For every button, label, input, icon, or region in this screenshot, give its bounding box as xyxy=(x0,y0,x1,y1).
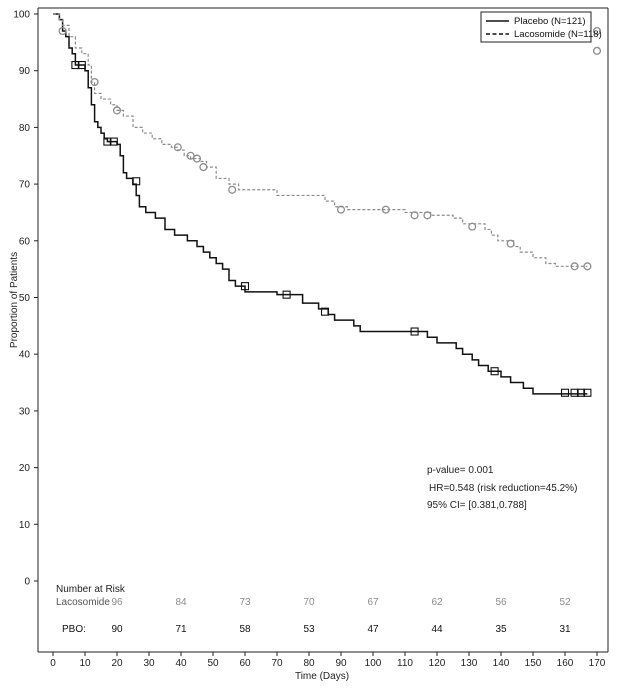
y-tick-label: 90 xyxy=(19,66,31,77)
x-tick-label: 170 xyxy=(589,658,606,669)
y-tick-label: 70 xyxy=(19,180,31,191)
censor-mark-lacosomide xyxy=(336,205,346,214)
risk-value-lacosomide: 84 xyxy=(175,597,187,608)
x-tick-label: 120 xyxy=(429,658,446,669)
censor-mark-placebo xyxy=(410,327,419,336)
risk-value-lacosomide: 67 xyxy=(367,597,379,608)
censor-mark-placebo xyxy=(109,137,118,146)
censor-mark-lacosomide xyxy=(199,163,208,172)
annotation-hr: HR=0.548 (risk reduction=45.2%) xyxy=(429,483,577,494)
legend-label-lacosomide: Lacosomide (N=118) xyxy=(514,29,602,40)
annotation-pvalue: p-value= 0.001 xyxy=(427,465,494,476)
censor-mark-lacosomide xyxy=(423,211,432,220)
censor-mark-placebo xyxy=(583,388,592,397)
censor-mark-lacosomide xyxy=(58,26,67,36)
number-at-risk-title: Number at Risk xyxy=(56,584,126,595)
risk-value-lacosomide: 56 xyxy=(495,597,507,608)
y-tick-label: 50 xyxy=(19,293,31,304)
x-tick-label: 40 xyxy=(175,658,187,669)
risk-value-pbo: 53 xyxy=(303,624,315,635)
risk-row-label-lacosomide: Lacosomide xyxy=(56,597,110,608)
legend-label-placebo: Placebo (N=121) xyxy=(514,16,586,27)
censor-mark-placebo xyxy=(132,177,141,186)
x-tick-label: 30 xyxy=(143,658,155,669)
censor-mark-lacosomide xyxy=(192,154,202,163)
legend: Placebo (N=121) Lacosomide (N=118) xyxy=(480,11,602,43)
x-tick-label: 70 xyxy=(271,658,283,669)
y-tick-label: 80 xyxy=(19,123,31,134)
risk-value-pbo: 71 xyxy=(175,624,187,635)
number-at-risk-values: 96 84 73 70 67 62 56 52 90 71 58 53 47 44 35 31 xyxy=(111,597,571,635)
risk-value-lacosomide: 70 xyxy=(303,597,315,608)
censor-mark-placebo xyxy=(320,307,330,316)
censor-mark-lacosomide xyxy=(228,185,237,194)
censor-mark-placebo xyxy=(282,290,291,299)
risk-value-lacosomide: 96 xyxy=(111,597,123,608)
x-tick-label: 160 xyxy=(557,658,574,669)
risk-value-pbo: 35 xyxy=(495,624,507,635)
x-tick-label: 50 xyxy=(207,658,219,669)
risk-value-pbo: 44 xyxy=(431,624,443,635)
risk-value-pbo: 47 xyxy=(367,624,379,635)
risk-value-pbo: 31 xyxy=(559,624,571,635)
censor-mark-lacosomide xyxy=(90,77,99,87)
y-tick-label: 30 xyxy=(19,406,31,417)
censor-mark-placebo xyxy=(77,60,86,70)
censor-mark-placebo xyxy=(490,367,499,376)
x-tick-label: 100 xyxy=(365,658,382,669)
censor-mark-lacosomide xyxy=(468,222,477,231)
x-tick-label: 20 xyxy=(111,658,123,669)
censor-marks xyxy=(58,26,602,397)
x-tick-label: 0 xyxy=(50,658,56,669)
risk-value-pbo: 58 xyxy=(239,624,251,635)
x-tick-label: 60 xyxy=(239,658,251,669)
censor-mark-lacosomide xyxy=(112,106,122,115)
x-tick-label: 90 xyxy=(335,658,347,669)
censor-mark-placebo xyxy=(576,388,586,397)
y-tick-label: 20 xyxy=(19,463,31,474)
censor-mark-placebo xyxy=(71,60,80,70)
x-axis-ticks: 0 10 20 30 40 50 60 70 80 90 100 110 120 130 140 150 160… xyxy=(50,652,606,669)
risk-value-lacosomide: 73 xyxy=(239,597,251,608)
x-tick-label: 10 xyxy=(79,658,91,669)
censor-mark-lacosomide xyxy=(592,46,602,55)
y-tick-label: 10 xyxy=(19,520,31,531)
y-tick-label: 0 xyxy=(24,577,30,588)
risk-row-label-pbo: PBO: xyxy=(62,624,86,635)
censor-mark-lacosomide xyxy=(410,211,419,220)
censor-mark-placebo xyxy=(240,282,250,291)
censor-mark-placebo xyxy=(570,388,579,397)
censor-mark-lacosomide xyxy=(583,262,592,271)
y-tick-label: 60 xyxy=(19,236,31,247)
censor-mark-lacosomide xyxy=(186,151,195,160)
x-tick-label: 80 xyxy=(303,658,315,669)
annotation-ci: 95% CI= [0.381,0.788] xyxy=(427,500,527,511)
risk-value-pbo: 90 xyxy=(111,624,123,635)
censor-mark-lacosomide xyxy=(570,262,579,271)
censor-mark-lacosomide xyxy=(592,26,602,36)
censor-mark-lacosomide xyxy=(381,205,390,214)
y-tick-label: 40 xyxy=(19,350,31,361)
censor-mark-placebo xyxy=(560,388,570,397)
risk-value-lacosomide: 52 xyxy=(559,597,571,608)
series-line-placebo xyxy=(53,13,588,395)
legend-box xyxy=(480,11,592,43)
x-tick-label: 130 xyxy=(461,658,478,669)
y-tick-label: 100 xyxy=(13,10,30,21)
y-axis-title: Proportion of Patients xyxy=(9,252,20,348)
y-axis-ticks: 0 10 20 30 40 50 60 70 80 90 100 xyxy=(13,10,38,588)
censor-mark-placebo xyxy=(103,137,112,146)
survival-curves xyxy=(53,13,588,395)
censor-mark-lacosomide xyxy=(506,239,515,248)
x-tick-label: 110 xyxy=(397,658,413,669)
risk-value-lacosomide: 62 xyxy=(431,597,443,608)
series-line-lacosomide xyxy=(53,13,588,267)
x-axis-title: Time (Days) xyxy=(295,671,349,682)
x-tick-label: 150 xyxy=(525,658,542,669)
x-tick-label: 140 xyxy=(493,658,510,669)
censor-mark-lacosomide xyxy=(173,143,182,152)
